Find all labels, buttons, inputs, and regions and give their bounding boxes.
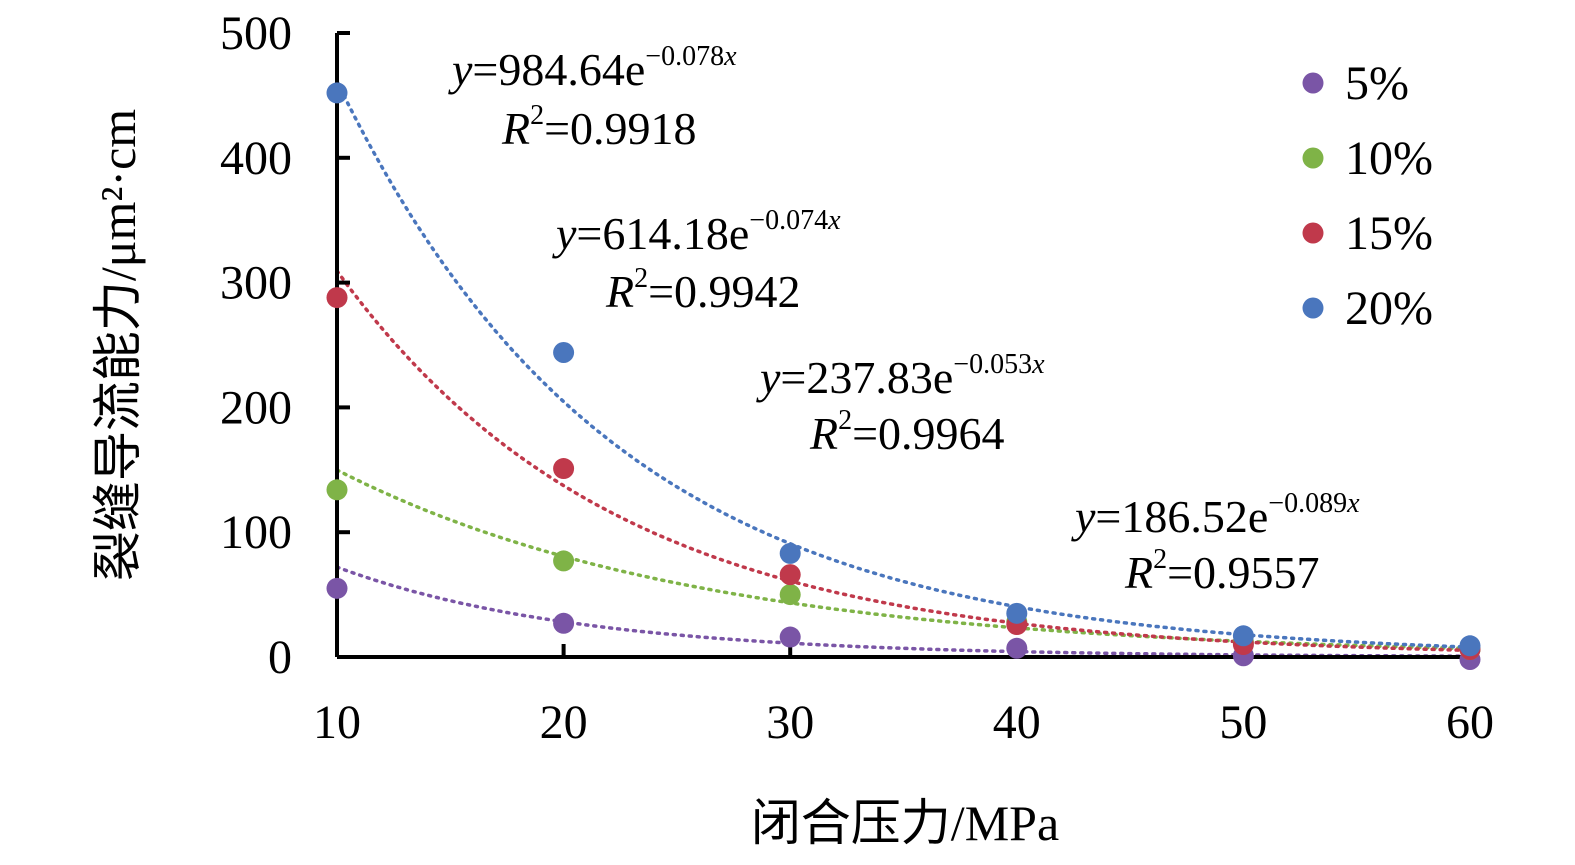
equation-part: =614.18e [576,208,749,259]
equation-part: y [552,208,577,259]
equation-line: y=984.64e−0.078x [448,41,737,95]
equation-part: y [756,352,781,403]
r-var: R [1124,547,1153,598]
r-squared-line: R2=0.9918 [501,100,697,154]
data-point [326,82,348,104]
data-point [553,341,575,363]
data-point [779,584,801,606]
legend-marker [1302,222,1324,244]
legend-label: 20% [1345,282,1433,335]
equation-part: x [723,41,737,72]
r-value: =0.9942 [648,266,800,317]
y-axis-title: 裂缝导流能力/μm²·cm [90,109,146,581]
equation-part: x [827,205,841,236]
equation-line: y=614.18e−0.074x [552,205,841,259]
equation-part: =186.52e [1095,491,1268,542]
ticks: 0 100 200 300 400 500 10 20 30 40 50 60 [220,7,1494,749]
legend: 5% 10% 15% 20% [1302,57,1433,335]
r-sup: 2 [838,405,852,436]
r-var: R [809,408,838,459]
equation-line: y=237.83e−0.053x [756,349,1045,403]
data-point [1006,637,1028,659]
axes [335,33,1470,659]
data-point [326,479,348,501]
legend-marker [1302,147,1324,169]
data-point [553,458,575,480]
equations: y=186.52e−0.089xR2=0.9557y=237.83e−0.053… [448,41,1360,598]
equation-part: =984.64e [472,44,645,95]
r-var: R [605,266,634,317]
data-point [779,542,801,564]
trendline-2 [335,269,1472,653]
x-tick-label: 50 [1219,696,1267,749]
data-point [326,287,348,309]
data-point [553,550,575,572]
r-squared-line: R2=0.9557 [1124,544,1320,598]
trendline-3 [335,79,1472,649]
y-tick-label: 100 [220,506,292,559]
r-squared-line: R2=0.9964 [809,405,1005,459]
r-sup: 2 [530,100,544,131]
r-value: =0.9964 [852,408,1004,459]
x-axis-title: 闭合压力/MPa [751,795,1059,851]
data-point [1006,602,1028,624]
data-point [779,564,801,586]
data-point [553,612,575,634]
legend-label: 5% [1345,57,1409,110]
equation-part: x [1346,488,1360,519]
r-sup: 2 [1153,544,1167,575]
equation-part: −0.074 [749,205,828,236]
x-tick-label: 30 [766,696,814,749]
equation-part: −0.078 [645,41,724,72]
r-value: =0.9918 [544,103,696,154]
r-value: =0.9557 [1167,547,1319,598]
r-var: R [501,103,530,154]
y-tick-label: 200 [220,381,292,434]
legend-label: 10% [1345,132,1433,185]
data-point [779,626,801,648]
r-squared-line: R2=0.9942 [605,263,801,317]
equation-part: −0.053 [953,349,1032,380]
equation-part: y [448,44,473,95]
x-tick-label: 60 [1446,696,1494,749]
equation-line: y=186.52e−0.089x [1071,488,1360,542]
equation-part: x [1031,349,1045,380]
equation-part: =237.83e [780,352,953,403]
data-point [1232,625,1254,647]
y-tick-label: 400 [220,132,292,185]
r-sup: 2 [634,263,648,294]
x-tick-label: 10 [313,696,361,749]
legend-marker [1302,297,1324,319]
legend-label: 15% [1345,207,1433,260]
legend-marker [1302,72,1324,94]
data-point [1459,635,1481,657]
y-tick-label: 300 [220,257,292,310]
y-tick-label: 0 [268,631,292,684]
data-points [326,82,1481,670]
x-tick-label: 40 [993,696,1041,749]
y-tick-label: 500 [220,7,292,60]
equation-part: y [1071,491,1096,542]
data-point [326,577,348,599]
equation-part: −0.089 [1268,488,1347,519]
x-tick-label: 20 [540,696,588,749]
